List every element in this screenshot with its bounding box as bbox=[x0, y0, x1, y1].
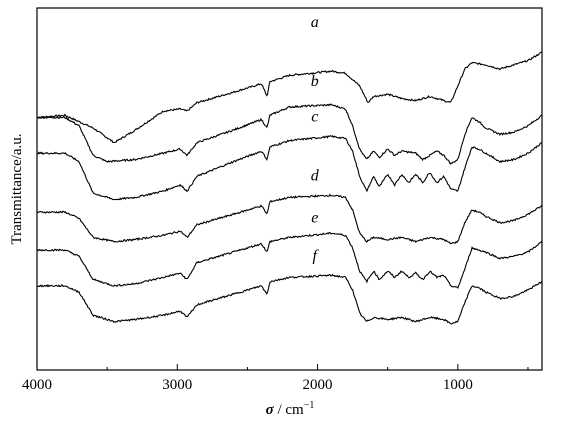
series-label-c: c bbox=[311, 109, 318, 126]
series-label-group: a b c d e f bbox=[311, 14, 320, 265]
series-label-b: b bbox=[311, 73, 319, 90]
x-axis-title: σ / cm−1 bbox=[266, 400, 315, 418]
x-axis-unit: cm bbox=[285, 402, 304, 418]
x-tick-label-1000: 1000 bbox=[443, 377, 473, 393]
x-tick-label-3000: 3000 bbox=[162, 377, 192, 393]
series-line-b bbox=[36, 103, 543, 165]
series-line-d bbox=[36, 193, 543, 245]
series-label-e: e bbox=[311, 210, 318, 227]
x-tick-label-4000: 4000 bbox=[22, 377, 52, 393]
series-line-f bbox=[36, 273, 543, 325]
series-label-f: f bbox=[313, 248, 320, 265]
series-label-a: a bbox=[311, 14, 319, 31]
x-axis-unit-exponent: −1 bbox=[304, 400, 315, 411]
x-tick-label-2000: 2000 bbox=[303, 377, 333, 393]
x-axis-separator: / bbox=[274, 402, 286, 418]
plot-frame bbox=[36, 7, 543, 371]
series-line-a bbox=[36, 51, 542, 144]
y-axis-title: Transmittance/a.u. bbox=[9, 133, 25, 244]
series-line-e bbox=[36, 232, 543, 289]
series-line-c bbox=[36, 135, 543, 201]
series-group bbox=[36, 51, 543, 325]
series-label-d: d bbox=[311, 168, 320, 185]
x-axis-symbol: σ bbox=[266, 402, 275, 418]
x-axis: 4000 3000 2000 1000 bbox=[22, 364, 529, 393]
